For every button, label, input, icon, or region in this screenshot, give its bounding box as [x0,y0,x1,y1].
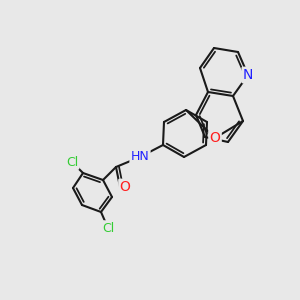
Text: Cl: Cl [102,221,114,235]
Text: O: O [210,131,220,145]
Text: Cl: Cl [66,155,78,169]
Text: HN: HN [130,151,149,164]
Text: N: N [243,68,253,82]
Text: O: O [120,180,130,194]
